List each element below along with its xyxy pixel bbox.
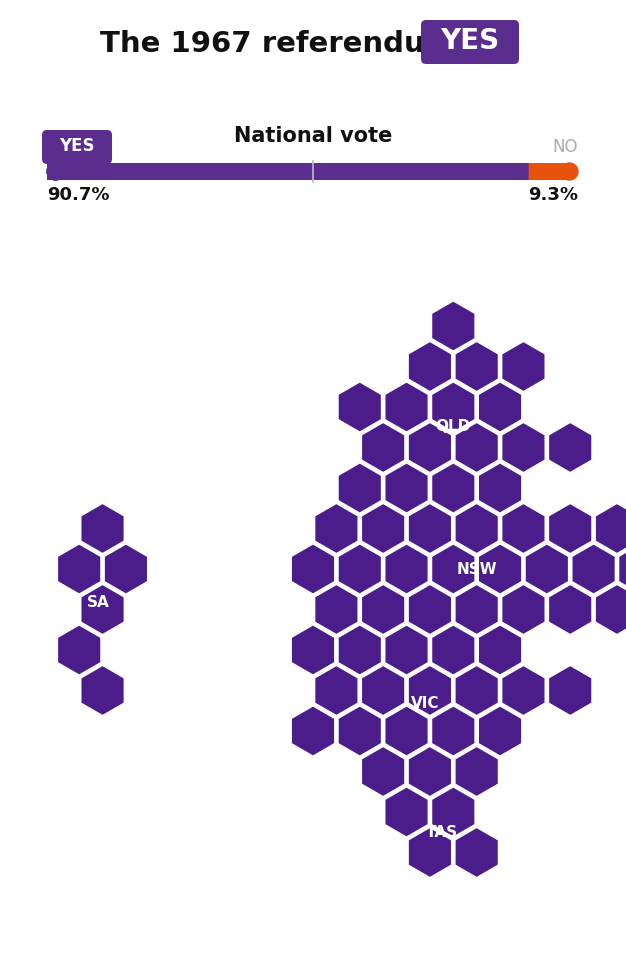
Text: NO: NO — [553, 138, 578, 156]
Text: 90.7%: 90.7% — [47, 186, 110, 204]
Polygon shape — [431, 543, 476, 595]
Polygon shape — [478, 624, 523, 676]
Polygon shape — [525, 543, 569, 595]
Polygon shape — [431, 706, 476, 757]
Polygon shape — [384, 624, 429, 676]
Polygon shape — [408, 664, 453, 716]
Polygon shape — [454, 746, 499, 797]
Polygon shape — [80, 583, 125, 636]
Polygon shape — [361, 664, 406, 716]
Polygon shape — [548, 583, 593, 636]
Polygon shape — [431, 786, 476, 837]
Polygon shape — [618, 543, 626, 595]
Polygon shape — [103, 543, 148, 595]
Polygon shape — [431, 300, 476, 352]
Polygon shape — [408, 503, 453, 554]
Polygon shape — [408, 827, 453, 879]
Polygon shape — [478, 462, 523, 514]
Polygon shape — [57, 543, 101, 595]
Polygon shape — [454, 664, 499, 716]
FancyBboxPatch shape — [47, 163, 528, 180]
Polygon shape — [501, 583, 546, 636]
Polygon shape — [478, 543, 523, 595]
Polygon shape — [454, 422, 499, 473]
FancyBboxPatch shape — [56, 163, 570, 180]
Polygon shape — [454, 583, 499, 636]
Polygon shape — [408, 583, 453, 636]
Polygon shape — [595, 583, 626, 636]
Polygon shape — [408, 340, 453, 392]
Polygon shape — [595, 503, 626, 554]
Text: 9.3%: 9.3% — [528, 186, 578, 204]
Polygon shape — [314, 583, 359, 636]
Polygon shape — [314, 503, 359, 554]
Text: National vote: National vote — [234, 126, 392, 146]
Polygon shape — [384, 543, 429, 595]
Polygon shape — [454, 340, 499, 392]
Polygon shape — [80, 503, 125, 554]
FancyBboxPatch shape — [421, 20, 519, 64]
Text: YES: YES — [59, 137, 95, 155]
Polygon shape — [548, 422, 593, 473]
Polygon shape — [478, 706, 523, 757]
Circle shape — [47, 163, 64, 180]
Polygon shape — [384, 706, 429, 757]
Polygon shape — [408, 422, 453, 473]
Text: VIC: VIC — [411, 696, 439, 711]
Text: The 1967 referendum: The 1967 referendum — [100, 30, 455, 58]
Polygon shape — [431, 381, 476, 433]
Text: NSW: NSW — [456, 561, 497, 576]
Polygon shape — [290, 543, 336, 595]
Polygon shape — [290, 706, 336, 757]
Polygon shape — [571, 543, 616, 595]
Polygon shape — [361, 422, 406, 473]
Circle shape — [561, 163, 578, 180]
Polygon shape — [290, 624, 336, 676]
Circle shape — [47, 163, 64, 180]
Polygon shape — [337, 624, 382, 676]
Polygon shape — [80, 664, 125, 716]
Text: QLD: QLD — [436, 419, 471, 434]
Polygon shape — [384, 786, 429, 837]
Polygon shape — [337, 706, 382, 757]
Polygon shape — [431, 462, 476, 514]
Polygon shape — [454, 827, 499, 879]
Polygon shape — [501, 664, 546, 716]
Polygon shape — [431, 624, 476, 676]
Polygon shape — [337, 381, 382, 433]
Polygon shape — [548, 503, 593, 554]
Polygon shape — [337, 543, 382, 595]
Polygon shape — [57, 624, 101, 676]
Polygon shape — [314, 664, 359, 716]
Polygon shape — [501, 503, 546, 554]
Polygon shape — [361, 746, 406, 797]
Polygon shape — [384, 381, 429, 433]
Polygon shape — [384, 462, 429, 514]
Polygon shape — [454, 503, 499, 554]
Polygon shape — [361, 583, 406, 636]
FancyBboxPatch shape — [42, 130, 112, 164]
Text: SA: SA — [87, 596, 110, 610]
Polygon shape — [408, 746, 453, 797]
Text: YES: YES — [441, 27, 500, 55]
Polygon shape — [361, 503, 406, 554]
Polygon shape — [501, 340, 546, 392]
Polygon shape — [478, 381, 523, 433]
Polygon shape — [548, 664, 593, 716]
Text: TAS: TAS — [426, 825, 458, 839]
Polygon shape — [501, 422, 546, 473]
Polygon shape — [337, 462, 382, 514]
